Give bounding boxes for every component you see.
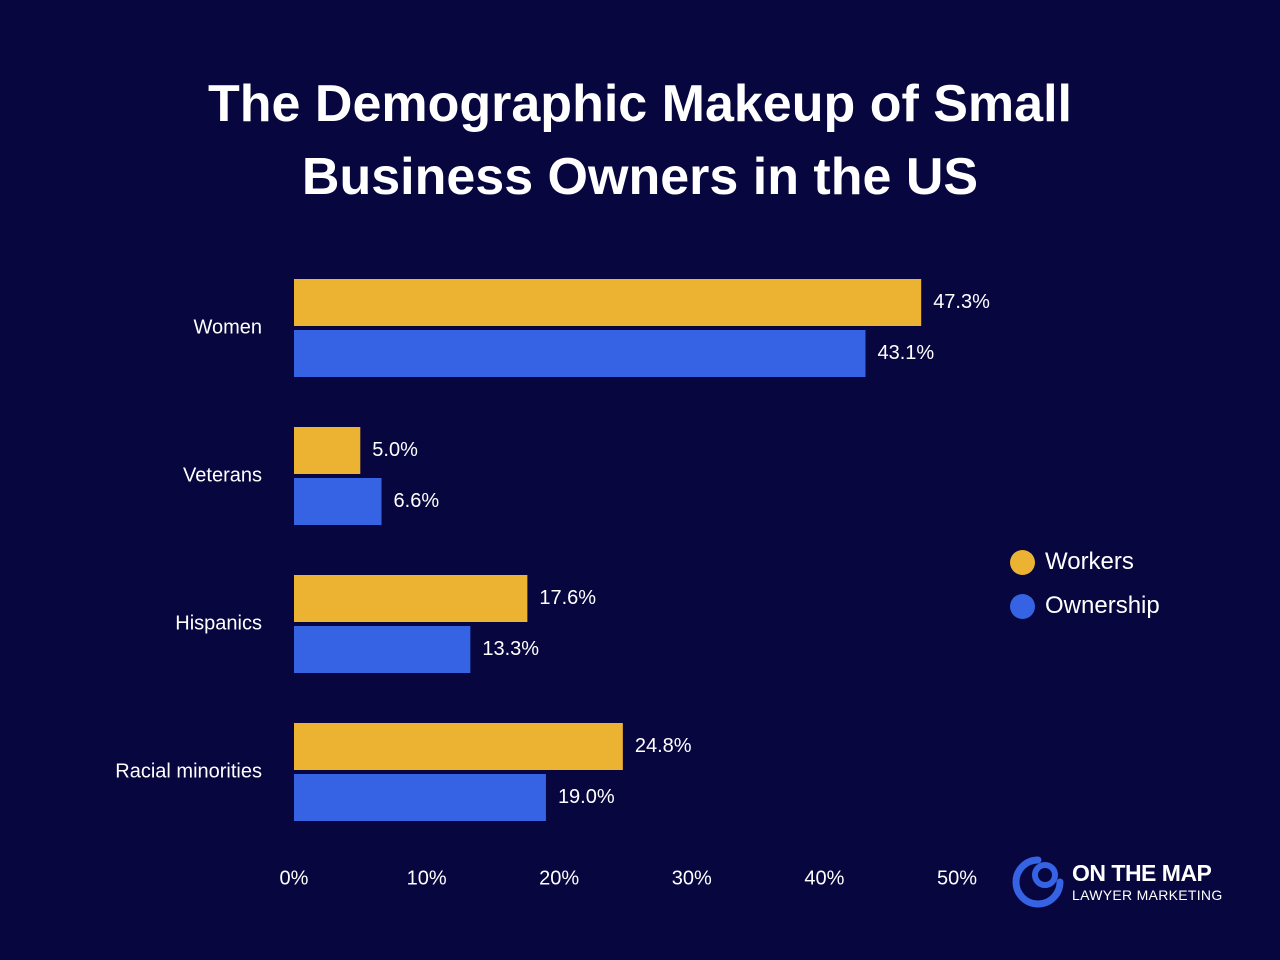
- brand-logo: ON THE MAP LAWYER MARKETING: [1012, 856, 1223, 908]
- data-label-ownership-racial-minorities: 19.0%: [558, 786, 615, 808]
- data-label-workers-women: 47.3%: [933, 291, 990, 313]
- data-label-workers-hispanics: 17.6%: [539, 587, 596, 609]
- bar-ownership-racial-minorities: [294, 774, 546, 821]
- x-tick-label-50: 50%: [937, 867, 977, 889]
- bar-ownership-veterans: [294, 478, 382, 525]
- legend-label-ownership: Ownership: [1045, 592, 1160, 619]
- logo-tagline: LAWYER MARKETING: [1072, 887, 1223, 903]
- bar-workers-racial-minorities: [294, 723, 623, 770]
- legend-swatch-workers: [1010, 549, 1035, 575]
- category-label-women: Women: [193, 316, 262, 338]
- legend-swatch-ownership: [1010, 593, 1035, 619]
- x-tick-label-20: 20%: [539, 867, 579, 889]
- data-label-ownership-women: 43.1%: [878, 342, 935, 364]
- bar-workers-veterans: [294, 427, 361, 474]
- bar-workers-hispanics: [294, 575, 528, 622]
- legend-item-workers: Workers: [1010, 540, 1160, 584]
- chart-title-line-1: The Demographic Makeup of Small: [208, 75, 1072, 133]
- x-tick-label-0: 0%: [280, 867, 309, 889]
- data-label-workers-racial-minorities: 24.8%: [635, 735, 692, 757]
- category-label-racial-minorities: Racial minorities: [115, 760, 262, 782]
- data-label-ownership-hispanics: 13.3%: [482, 638, 539, 660]
- legend-label-workers: Workers: [1045, 548, 1134, 575]
- chart-legend: Workers Ownership: [1010, 540, 1160, 628]
- data-label-ownership-veterans: 6.6%: [394, 490, 440, 512]
- x-tick-label-10: 10%: [407, 867, 447, 889]
- bar-ownership-hispanics: [294, 626, 471, 673]
- bar-ownership-women: [294, 330, 866, 377]
- on-the-map-logo-icon: [1012, 856, 1064, 908]
- chart-title: The Demographic Makeup of Small Business…: [0, 68, 1280, 214]
- x-tick-label-30: 30%: [672, 867, 712, 889]
- category-label-veterans: Veterans: [183, 464, 262, 486]
- x-tick-label-40: 40%: [804, 867, 844, 889]
- category-label-hispanics: Hispanics: [175, 612, 262, 634]
- legend-item-ownership: Ownership: [1010, 584, 1160, 628]
- data-label-workers-veterans: 5.0%: [372, 439, 418, 461]
- bar-workers-women: [294, 279, 922, 326]
- logo-wordmark: ON THE MAP: [1072, 860, 1212, 886]
- chart-title-line-2: Business Owners in the US: [301, 148, 979, 206]
